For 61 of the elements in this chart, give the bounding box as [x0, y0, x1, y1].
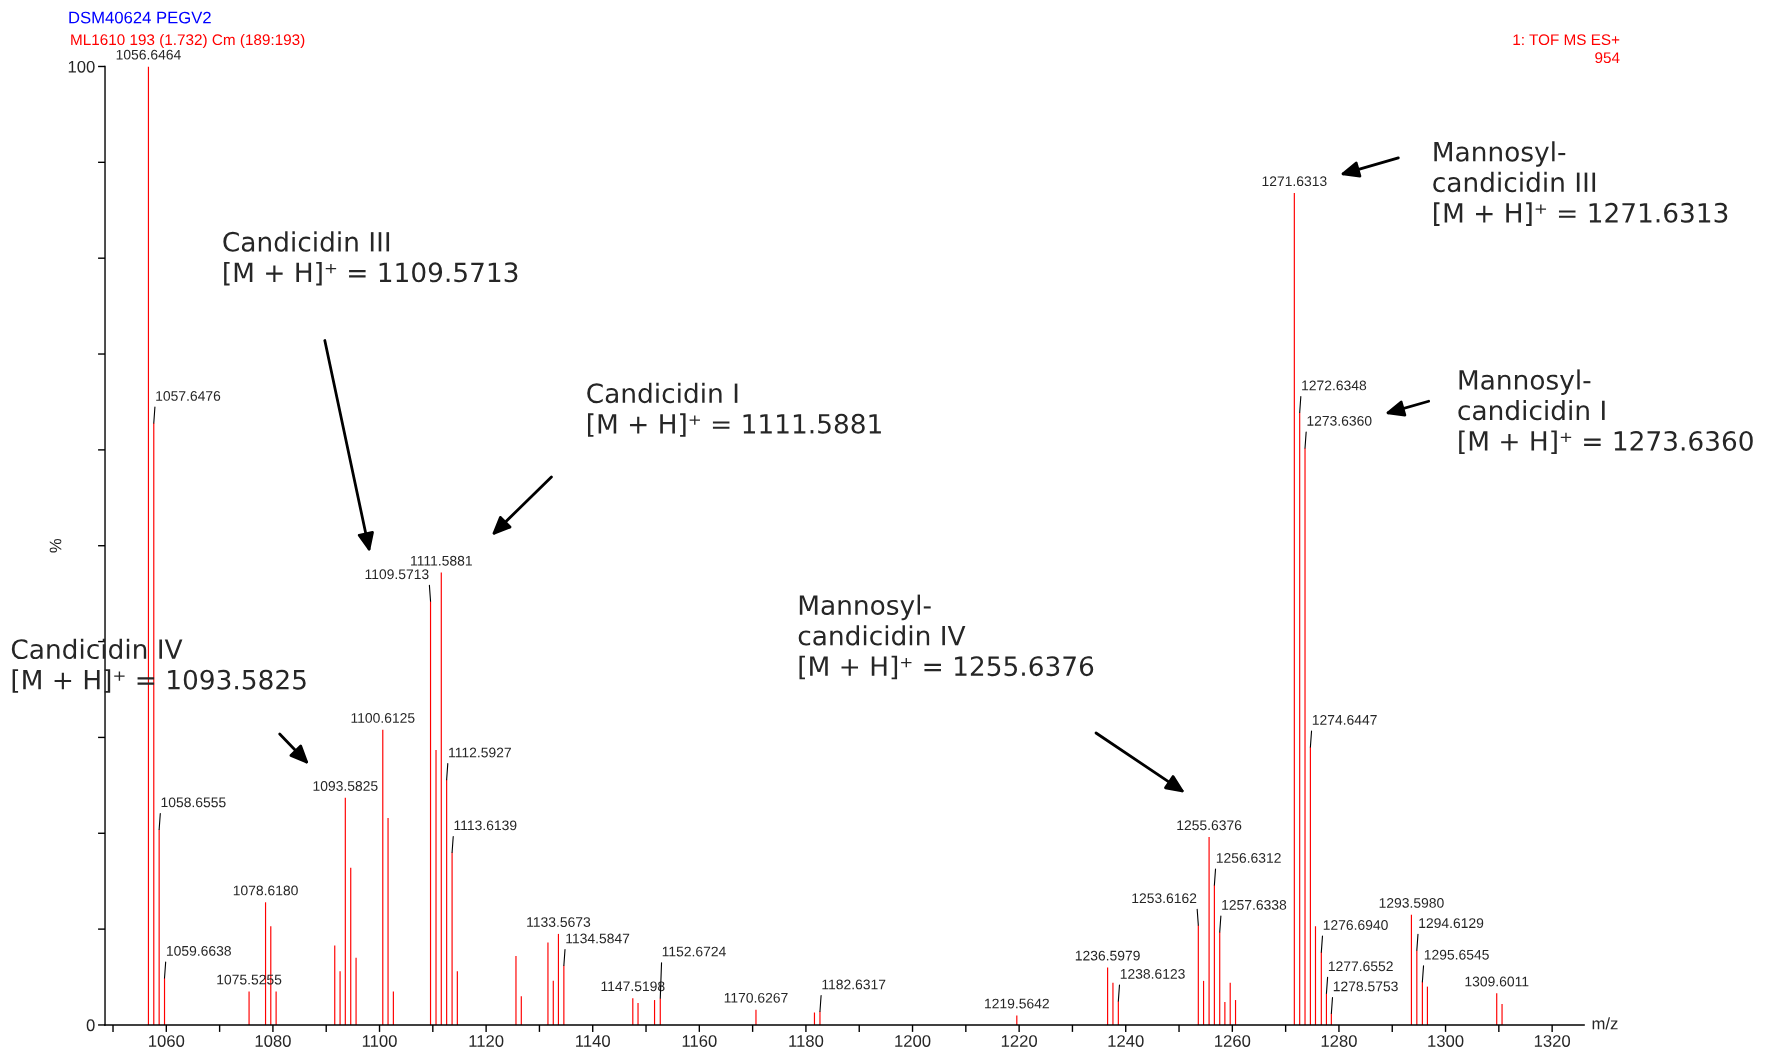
annotation: 1238.6123 — [1120, 968, 1185, 979]
x-tick-label: 1120 — [469, 1035, 504, 1047]
x-tick-label: 1060 — [149, 1035, 185, 1047]
annotation: 1273.6360 — [1307, 415, 1372, 426]
annotation: 1271.6313 — [1262, 176, 1327, 187]
x-tick-label: 1160 — [682, 1035, 717, 1047]
annotation: 1272.6348 — [1302, 380, 1367, 391]
annotation: 1170.6267 — [724, 992, 788, 1003]
annotation: 1182.6317 — [822, 979, 886, 990]
chart-title: DSM40624 PEGV2 — [69, 11, 211, 24]
y-axis-title: % — [49, 538, 62, 553]
annotation: 1056.6464 — [116, 49, 181, 60]
annotation: 1236.5979 — [1075, 950, 1140, 961]
annotation: 1109.5713 — [365, 569, 429, 580]
annotation: 1293.5980 — [1379, 897, 1444, 908]
annotation: 1277.6552 — [1328, 961, 1393, 972]
annotation: 1057.6476 — [156, 391, 221, 401]
annotation: 1113.6139 — [454, 820, 517, 831]
annotation: 1257.6338 — [1222, 899, 1287, 910]
annotation: 1278.5753 — [1333, 981, 1398, 992]
annotation: 1309.6011 — [1465, 976, 1529, 987]
x-tick-label: 1100 — [362, 1035, 397, 1047]
x-tick-label: 1300 — [1428, 1035, 1464, 1047]
annotation: 1100.6125 — [351, 713, 415, 723]
annotation: 1059.6638 — [166, 945, 231, 956]
x-tick-label: 1220 — [1001, 1035, 1038, 1047]
annotation: 1133.5673 — [527, 917, 591, 927]
chart-subtitle: ML1610 193 (1.732) Cm (189:193) — [71, 33, 305, 49]
annotation: Mannosyl- candicidin III [M + H]⁺ = 1271.6313 — [1433, 141, 1728, 226]
x-tick-label: 1280 — [1321, 1035, 1357, 1047]
annotation: 1134.5847 — [566, 933, 630, 944]
x-tick-label: 1140 — [576, 1035, 610, 1047]
x-tick-label: 1240 — [1108, 1035, 1144, 1047]
annotation: 1295.6545 — [1424, 949, 1489, 960]
annotation: Mannosyl- candicidin I [M + H]⁺ = 1273.6360 — [1458, 369, 1753, 454]
x-tick-label: 1200 — [895, 1035, 931, 1047]
annotation: 1253.6162 — [1132, 893, 1197, 904]
annotation: 1294.6129 — [1419, 918, 1484, 929]
annotation: 1111.5881 — [411, 555, 472, 566]
annotation: 1219.5642 — [985, 998, 1049, 1009]
annotation: 1274.6447 — [1312, 714, 1377, 725]
y-tick-label: 100 — [68, 60, 95, 73]
annotation: 1255.6376 — [1177, 820, 1242, 831]
x-tick-label: 1320 — [1534, 1035, 1571, 1047]
text: 1: TOF MS ES+ — [1513, 34, 1620, 46]
annotation: 1152.6724 — [662, 946, 726, 957]
annotation: Mannosyl- candicidin IV [M + H]⁺ = 1255.6376 — [798, 594, 1094, 680]
text: 954 — [1595, 52, 1620, 64]
annotation: 1112.5927 — [449, 747, 511, 758]
x-tick-label: 1180 — [789, 1035, 824, 1047]
annotation: Candicidin III [M + H]⁺ = 1109.5713 — [223, 231, 518, 286]
x-tick-label: 1260 — [1215, 1035, 1251, 1047]
annotation: 1058.6555 — [161, 797, 226, 808]
y-tick-label: 0 — [86, 1019, 95, 1032]
x-axis-title: m/z — [1592, 1017, 1618, 1030]
x-tick-label: 1080 — [255, 1035, 291, 1047]
annotation: 1093.5825 — [313, 781, 378, 791]
annotation: Candicidin I [M + H]⁺ = 1111.5881 — [587, 382, 881, 437]
annotation: 1276.6940 — [1323, 920, 1388, 930]
annotation: 1078.6180 — [233, 885, 298, 896]
annotation: 1256.6312 — [1216, 853, 1281, 863]
